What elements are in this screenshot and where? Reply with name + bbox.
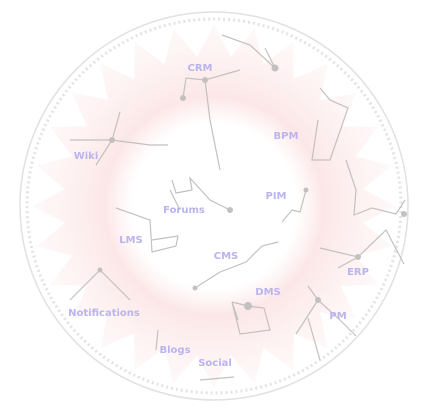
constellation-diagram: CRM BPM Wiki PIM Forums LMS CMS ERP DMS …: [0, 0, 429, 415]
node-label: CRM: [188, 63, 213, 74]
node-label: Social: [198, 358, 232, 369]
node-label: BPM: [274, 131, 299, 142]
node-label: DMS: [255, 287, 280, 298]
node-label: ERP: [347, 267, 369, 278]
node-label: LMS: [119, 235, 143, 246]
node-label: PM: [329, 311, 346, 322]
node-label: Blogs: [159, 345, 190, 356]
node-label: PIM: [265, 191, 286, 202]
node-label: Wiki: [74, 151, 99, 162]
node-label: CMS: [214, 251, 239, 262]
node-label: Forums: [163, 205, 205, 216]
node-label: Notifications: [68, 308, 140, 319]
